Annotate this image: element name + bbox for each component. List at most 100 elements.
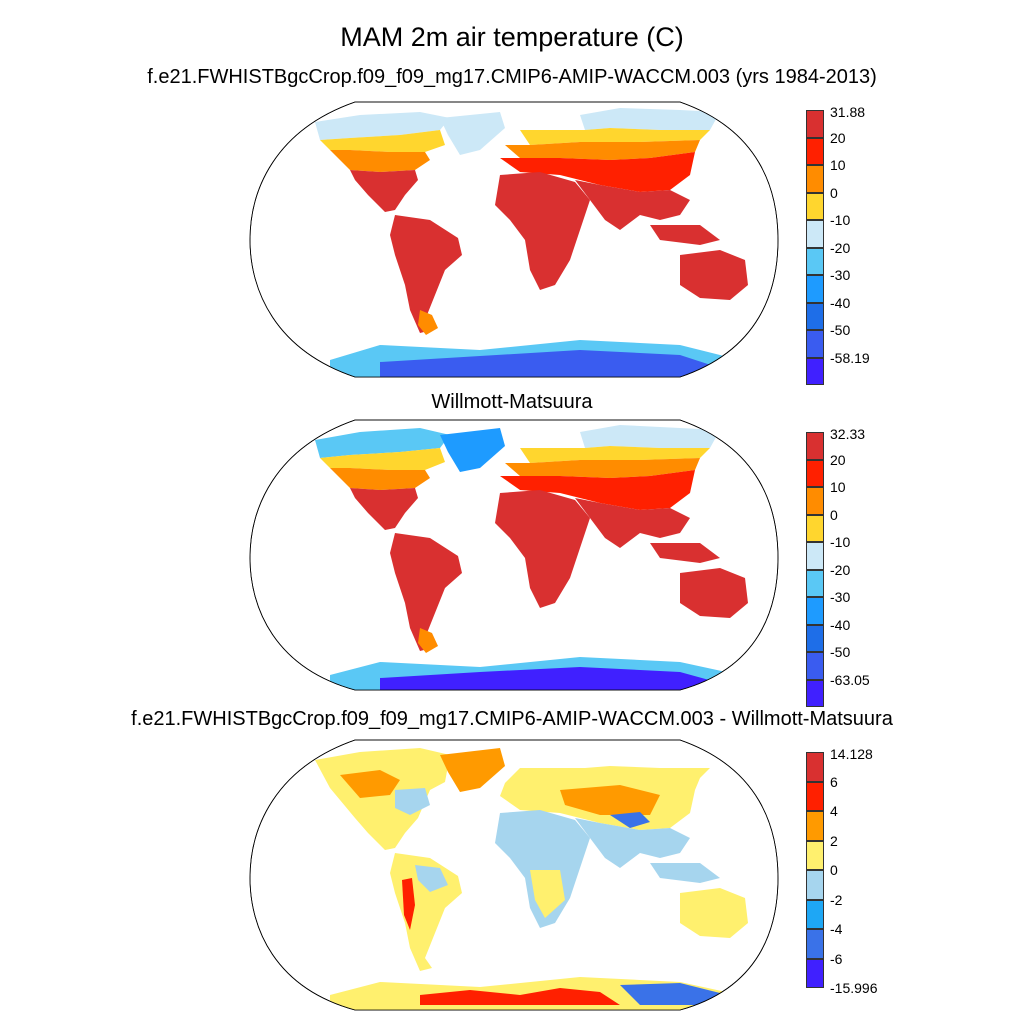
colorbar-swatch: [806, 958, 824, 988]
patagonia: [418, 310, 438, 335]
map-frame-outline: [249, 419, 779, 691]
indonesia-diff: [650, 863, 720, 883]
colorbar-swatch: [806, 679, 824, 707]
colorbar-swatch: [806, 929, 824, 959]
eurasia-cool: [520, 446, 710, 463]
colorbar-swatch: [806, 487, 824, 515]
antarctica-interior: [380, 667, 720, 690]
colorbar-label: -50: [830, 644, 851, 660]
colorbar-label: 20: [830, 129, 846, 146]
eurasia-mid: [505, 458, 700, 478]
eurasia-warm: [500, 152, 695, 192]
colorbar-label: 20: [830, 451, 846, 468]
africa-diff: [495, 810, 590, 928]
colorbar-swatch: [806, 624, 824, 652]
panel-2-map: [249, 419, 779, 691]
colorbar-label: -4: [830, 921, 843, 937]
south-asia-diff: [575, 818, 690, 868]
north-america-south: [350, 170, 418, 212]
figure-title: MAM 2m air temperature (C): [340, 22, 684, 52]
north-america-warm-diff: [340, 770, 400, 798]
colorbar-label: -2: [830, 891, 843, 908]
north-america-cool: [320, 448, 445, 470]
colorbar-label: 14.128: [830, 746, 873, 762]
colorbar-label: -15.996: [830, 980, 878, 996]
colorbar-swatch: [806, 192, 824, 220]
patagonia: [418, 628, 438, 653]
colorbar-swatch: [806, 165, 824, 193]
colorbar-swatch: [806, 514, 824, 542]
colorbar-label: 2: [830, 832, 838, 849]
antarctica-cool-diff: [620, 983, 720, 1005]
colorbar-swatch: [806, 302, 824, 330]
andes-warm-diff: [402, 878, 415, 930]
colorbar-label: 0: [830, 862, 838, 878]
australia-diff: [680, 888, 748, 938]
colorbar-swatch: [806, 137, 824, 165]
colorbar-swatch: [806, 870, 824, 900]
panel-1-map: [249, 101, 779, 378]
panel-2-title: Willmott-Matsuura: [431, 391, 593, 413]
colorbar-swatch: [806, 220, 824, 248]
south-asia: [575, 498, 690, 548]
colorbar-label: -10: [830, 534, 851, 550]
greenland: [440, 428, 505, 472]
amazon-cool-diff: [415, 865, 448, 892]
colorbar-label: -10: [830, 212, 851, 228]
colorbar-label: 0: [830, 506, 838, 523]
panel-1-title: f.e21.FWHISTBgcCrop.f09_f09_mg17.CMIP6-A…: [147, 66, 877, 88]
colorbar-label: -30: [830, 267, 851, 283]
africa: [495, 490, 590, 608]
greenland: [440, 112, 505, 155]
colorbar-swatch: [806, 752, 824, 782]
north-america-cool-diff: [395, 788, 430, 815]
colorbar-label: 10: [830, 157, 846, 173]
map-frame-outline: [249, 739, 779, 1011]
colorbar-label: -6: [830, 950, 843, 967]
colorbar-swatch: [806, 247, 824, 275]
south-america: [390, 533, 462, 651]
south-america: [390, 215, 462, 333]
colorbar-label: 6: [830, 773, 838, 790]
panel-3-map: [249, 739, 779, 1011]
eurasia-north: [580, 108, 720, 130]
africa: [495, 172, 590, 290]
colorbar-swatch: [806, 542, 824, 570]
map-frame-outline: [249, 101, 779, 378]
colorbar-label: -50: [830, 322, 851, 338]
colorbar-swatch: [806, 899, 824, 929]
africa-warm-diff: [530, 870, 565, 918]
colorbar-swatch: [806, 275, 824, 303]
south-asia: [575, 180, 690, 230]
colorbar-swatch: [806, 597, 824, 625]
colorbar-swatch: [806, 357, 824, 385]
north-america-south: [350, 488, 418, 530]
greenland-diff: [440, 748, 505, 792]
colorbar-swatch: [806, 652, 824, 680]
colorbar-label: -30: [830, 589, 851, 605]
colorbar-label: -20: [830, 561, 851, 578]
colorbar-label: -40: [830, 616, 851, 633]
tibet-cool-diff: [610, 812, 650, 828]
eurasia-warm: [500, 470, 695, 510]
colorbar-label: 31.88: [830, 104, 866, 120]
antarctica-warm-diff: [420, 988, 620, 1005]
indonesia: [650, 543, 720, 563]
colorbar-label: 4: [830, 803, 838, 819]
colorbar-label: 32.33: [830, 426, 866, 442]
north-america-cool: [320, 130, 445, 152]
colorbar-swatch: [806, 110, 824, 138]
colorbar-swatch: [806, 330, 824, 358]
colorbar-label: -20: [830, 239, 851, 256]
north-america-mid: [330, 468, 430, 490]
north-america-cold: [315, 112, 450, 140]
colorbar-label: -40: [830, 294, 851, 311]
north-america-mid: [330, 150, 430, 172]
colorbar-label: -63.05: [830, 671, 870, 688]
colorbar-label: 0: [830, 184, 838, 201]
colorbar-swatch: [806, 840, 824, 870]
north-america-diff: [315, 748, 450, 850]
central-asia-warm-diff: [560, 785, 660, 815]
colorbar-label: -58.19: [830, 349, 870, 366]
